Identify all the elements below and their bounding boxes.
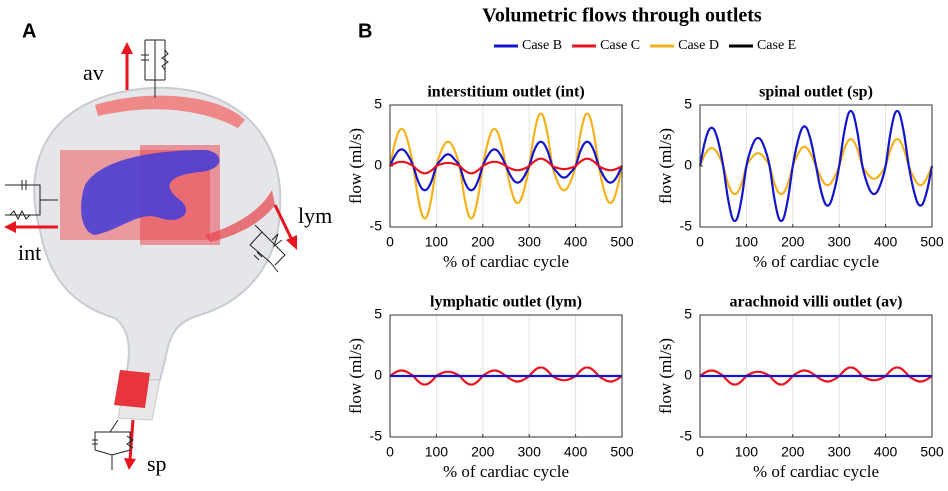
x-tick-label: 100	[735, 444, 759, 460]
panel-label: A	[22, 20, 36, 42]
x-tick-label: 500	[610, 444, 634, 460]
y-axis-label: flow (ml/s)	[346, 338, 365, 414]
x-tick-label: 200	[471, 444, 495, 460]
x-tick-label: 100	[735, 234, 759, 250]
y-tick-label: 5	[684, 96, 692, 112]
x-tick-label: 200	[781, 444, 805, 460]
x-tick-label: 100	[425, 444, 449, 460]
axes-frame	[699, 314, 933, 438]
y-tick-label: 5	[374, 306, 382, 322]
x-axis-label: % of cardiac cycle	[753, 252, 879, 271]
x-tick-label: 300	[518, 444, 542, 460]
x-tick-label: 200	[471, 234, 495, 250]
y-tick-label: 0	[684, 157, 692, 173]
legend-label: Case B	[522, 38, 562, 53]
brain-illustration	[4, 39, 297, 470]
y-tick-label: -5	[370, 428, 383, 444]
x-tick-label: 400	[564, 444, 588, 460]
y-tick-label: -5	[370, 218, 383, 234]
legend-label: Case C	[600, 38, 640, 53]
x-tick-label: 200	[781, 234, 805, 250]
y-axis-label: flow (ml/s)	[656, 338, 675, 414]
x-axis-label: % of cardiac cycle	[443, 252, 569, 271]
spinal-patch	[114, 370, 150, 408]
y-tick-label: 0	[374, 157, 382, 173]
x-tick-label: 500	[920, 444, 944, 460]
chart-title: arachnoid villi outlet (av)	[730, 294, 903, 311]
legend-label: Case E	[757, 38, 796, 53]
x-tick-label: 300	[518, 234, 542, 250]
x-tick-label: 300	[828, 444, 852, 460]
chart-title: spinal outlet (sp)	[759, 84, 873, 101]
x-tick-label: 400	[874, 234, 898, 250]
x-tick-label: 0	[386, 234, 394, 250]
outlet-label: av	[83, 60, 104, 85]
x-tick-label: 0	[386, 444, 394, 460]
x-axis-label: % of cardiac cycle	[753, 462, 879, 481]
axes-frame	[389, 314, 623, 438]
y-tick-label: -5	[680, 428, 693, 444]
y-tick-label: -5	[680, 218, 693, 234]
outlet-label: int	[18, 240, 41, 265]
x-tick-label: 0	[696, 234, 704, 250]
x-axis-label: % of cardiac cycle	[443, 462, 569, 481]
axes-frame	[699, 104, 933, 228]
x-tick-label: 300	[828, 234, 852, 250]
x-tick-label: 500	[610, 234, 634, 250]
outlet-label: lym	[298, 203, 332, 228]
x-tick-label: 400	[564, 234, 588, 250]
ventricles	[81, 150, 220, 235]
x-tick-label: 400	[874, 444, 898, 460]
series-line	[698, 109, 934, 223]
outlet-label: sp	[147, 451, 167, 476]
outlet-arrows	[4, 42, 297, 470]
figure-title: Volumetric flows through outlets	[482, 5, 762, 27]
y-tick-label: 0	[374, 367, 382, 383]
chart-title: lymphatic outlet (lym)	[430, 294, 582, 311]
x-tick-label: 100	[425, 234, 449, 250]
y-tick-label: 0	[684, 367, 692, 383]
axes-frame	[389, 104, 623, 228]
top-patch	[95, 95, 245, 128]
chart-title: interstitium outlet (int)	[427, 84, 584, 101]
y-axis-label: flow (ml/s)	[656, 128, 675, 204]
y-tick-label: 5	[684, 306, 692, 322]
series-line	[389, 157, 623, 175]
x-tick-label: 0	[696, 444, 704, 460]
legend-label: Case D	[678, 38, 719, 53]
y-tick-label: 5	[374, 96, 382, 112]
x-tick-label: 500	[920, 234, 944, 250]
y-axis-label: flow (ml/s)	[346, 128, 365, 204]
resistor-icons	[5, 39, 286, 470]
lymphatic-patch	[205, 190, 275, 242]
panel-label: B	[358, 20, 372, 42]
